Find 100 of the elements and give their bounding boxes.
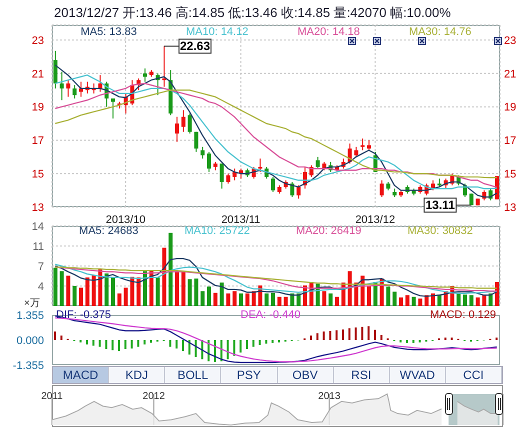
text: BOLL [165,367,222,383]
bar [104,273,109,306]
bar [162,248,166,306]
bar [328,293,333,306]
text: MA30: 14.76 [409,26,472,38]
bar [265,340,268,344]
bar [412,340,414,343]
bar [310,336,312,340]
x-tick-label: 2013/11 [221,214,260,226]
bar [258,340,261,345]
bar [488,293,493,306]
bar [118,340,120,352]
bar [182,340,184,352]
bar [240,340,242,353]
annotation: 22.63 [180,39,210,54]
x-tick-label: 2012 [142,391,166,402]
bar [392,292,397,306]
x-tick-label: 2013/12 [355,214,396,226]
bar [336,330,338,340]
bar [54,332,56,340]
bar [284,296,288,306]
chart-title: 2013/12/27 开:13.46 高:14.85 低:13.46 收:14.85 量:42070 幅:10.00% [54,4,451,22]
text: MA30: 30832 [407,225,473,237]
bar [456,292,461,306]
text: WVAD [390,367,446,383]
y-tick-label: 14 [32,220,44,233]
bar [124,340,126,350]
text: MA10: 14.12 [186,26,248,38]
text: KDJ [109,367,166,383]
y2-tick-label: 17 [504,135,516,148]
bar [342,329,344,340]
bar [207,286,212,306]
text: MA10: 25722 [184,225,250,237]
y-axis-title: ×万 [24,297,40,310]
text: DEA: -0.440 [240,309,300,321]
bar [482,295,486,306]
annotation: 13.11 [426,198,456,212]
bar [226,340,229,360]
bar [463,294,468,306]
series-label: DIF: -0.375 [56,309,112,321]
series-label: MACD: 0.129 [430,309,496,321]
bar [348,271,352,306]
y2-tick-label: 21 [504,68,516,80]
line-series [54,258,498,297]
bar [169,340,172,347]
bar [220,282,224,306]
bar [252,340,254,347]
bar [374,330,376,340]
y-tick-label: 19 [32,102,44,114]
y-tick-label: -1.355 [12,360,44,372]
bar [399,297,404,306]
bar [348,328,350,340]
bar [495,282,500,306]
bar [322,291,326,306]
y-tick-label: 11 [32,240,44,253]
bar [213,292,218,306]
bar [226,293,230,306]
text: MA5: 13.83 [80,26,137,38]
bar [176,340,178,348]
bar [412,296,416,306]
y2-tick-label: 13 [504,202,516,214]
bar [290,293,294,306]
bar [124,288,128,306]
bar [188,279,192,306]
bar [476,297,480,306]
bar [85,277,90,306]
y2-tick-label: 15 [504,168,516,181]
bar [335,296,340,306]
bar [368,326,370,340]
bar [105,340,108,350]
bar [112,340,114,350]
text: MA20: 14.18 [297,26,360,38]
bar [367,286,372,306]
bar [60,271,64,306]
text: PSY [221,367,278,383]
bar [246,340,248,350]
y-tick-label: 15 [32,168,44,181]
bar [137,340,140,347]
bar [72,286,77,306]
bar [92,340,94,346]
bar [136,277,141,306]
bar [232,291,237,306]
text: OBV [278,367,334,383]
bar [175,271,180,306]
bar [469,295,474,306]
bar [418,298,422,306]
bar [200,291,205,306]
text: MA20: 26419 [296,225,362,237]
bar [181,271,186,306]
y-tick-label: 21 [32,68,44,80]
bar [264,293,269,306]
y-tick-label: 0.000 [16,334,44,347]
bar [92,275,96,306]
bar [194,278,198,306]
bar [252,291,256,306]
bar [86,340,88,344]
bar [272,340,274,343]
y2-tick-label: 19 [504,102,516,114]
bar [386,286,390,306]
bar [245,293,250,306]
